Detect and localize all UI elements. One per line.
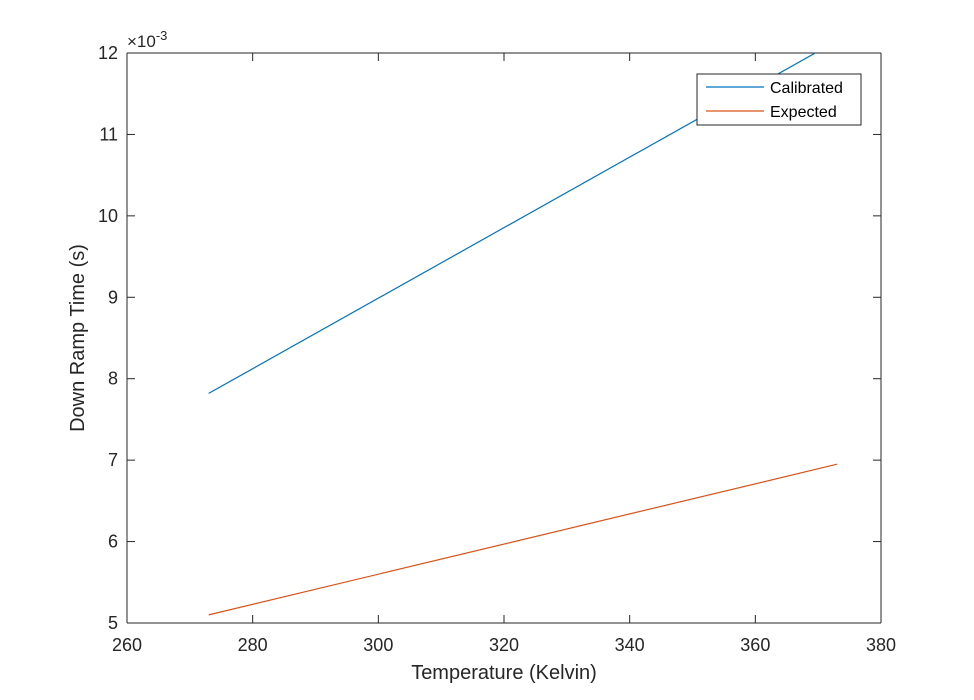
series-line-expected xyxy=(208,463,838,616)
x-tick-label: 300 xyxy=(363,635,393,655)
x-tick-label: 280 xyxy=(238,635,268,655)
x-ticks: 260 280 300 320 340 360 380 xyxy=(112,53,896,655)
axes-frame xyxy=(126,52,882,624)
legend-label-expected: Expected xyxy=(770,104,837,121)
y-exponent-power: -3 xyxy=(156,28,168,43)
x-axis-title: Temperature (Kelvin) xyxy=(411,662,597,684)
y-tick-label: 7 xyxy=(108,450,118,470)
x-tick-label: 260 xyxy=(112,635,142,655)
x-tick-label: 360 xyxy=(740,635,770,655)
y-tick-label: 9 xyxy=(108,287,118,307)
x-tick-label: 340 xyxy=(615,635,645,655)
y-exponent-base: ×10 xyxy=(127,32,156,51)
y-axis-title: Down Ramp Time (s) xyxy=(67,244,89,432)
y-exponent-label: ×10-3 xyxy=(127,28,167,51)
y-tick-label: 11 xyxy=(99,124,118,144)
legend-box xyxy=(696,73,862,126)
series-group xyxy=(208,53,838,616)
y-tick-label: 5 xyxy=(108,613,118,633)
legend-label-calibrated: Calibrated xyxy=(770,80,843,97)
y-tick-label: 8 xyxy=(108,369,118,389)
y-tick-label: 6 xyxy=(108,532,118,552)
legend: Calibrated Expected xyxy=(696,73,862,126)
y-tick-label: 12 xyxy=(98,43,118,63)
x-tick-label: 320 xyxy=(489,635,519,655)
y-ticks: 5 6 7 8 9 10 11 12 xyxy=(98,43,881,633)
y-tick-label: 10 xyxy=(98,206,118,226)
x-tick-label: 380 xyxy=(866,635,896,655)
